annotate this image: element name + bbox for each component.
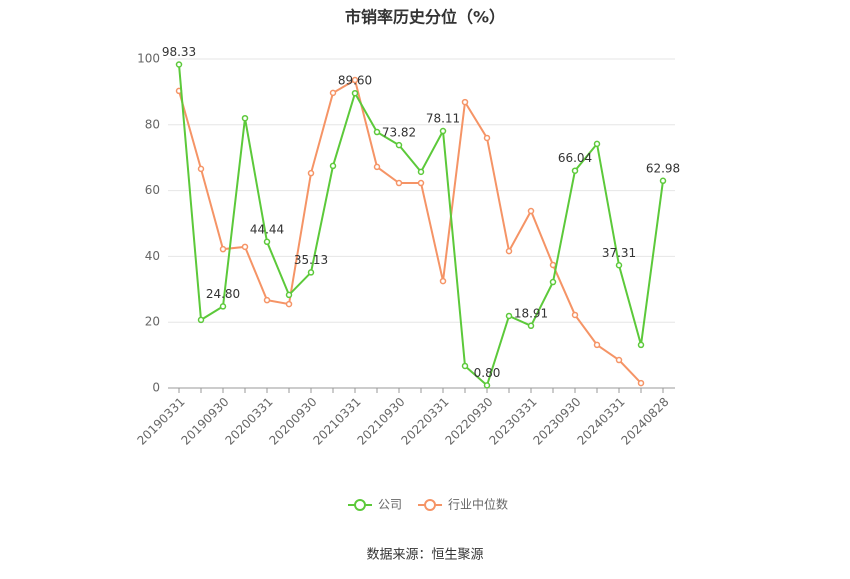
- legend-marker: [424, 499, 437, 511]
- data-point: [505, 312, 513, 320]
- data-point: [351, 76, 359, 84]
- data-point: [197, 165, 205, 173]
- data-label: 98.33: [162, 45, 196, 59]
- y-tick-label: 0: [152, 381, 160, 395]
- y-tick-label: 80: [145, 117, 160, 131]
- chart-title: 市销率历史分位（%）: [345, 8, 505, 27]
- data-point: [439, 277, 447, 285]
- data-point: [505, 247, 513, 255]
- data-point: [571, 311, 579, 319]
- data-label: 35.13: [294, 253, 328, 267]
- data-point: [351, 89, 359, 97]
- data-point: [615, 356, 623, 364]
- data-label: 44.44: [250, 222, 284, 236]
- y-tick-label: 100: [137, 52, 160, 66]
- legend-marker: [354, 499, 366, 511]
- data-point: [637, 341, 645, 349]
- data-point: [219, 245, 227, 253]
- data-point: [637, 379, 645, 387]
- data-label: 0.80: [474, 366, 501, 380]
- data-point: [373, 163, 381, 171]
- data-point: [219, 303, 227, 310]
- data-point: [307, 169, 315, 177]
- data-point: [549, 278, 557, 286]
- data-point: [329, 89, 337, 97]
- legend-label: 公司: [378, 498, 402, 512]
- data-point: [307, 269, 315, 276]
- data-point: [483, 134, 491, 142]
- data-point: [197, 316, 205, 324]
- data-point: [241, 243, 249, 251]
- data-label: 24.80: [206, 287, 240, 301]
- data-point: [527, 207, 535, 215]
- data-label: 78.11: [426, 112, 460, 126]
- data-point: [593, 341, 601, 349]
- data-point: [285, 300, 293, 308]
- data-point: [175, 61, 183, 68]
- data-point: [263, 238, 271, 246]
- data-label: 18.91: [514, 306, 548, 320]
- data-point: [571, 167, 579, 174]
- source-note: 数据来源：恒生聚源: [366, 548, 483, 563]
- data-label: 62.98: [646, 161, 680, 175]
- data-point: [461, 98, 469, 106]
- y-tick-label: 40: [145, 249, 160, 263]
- data-point: [395, 179, 403, 187]
- data-label: 37.31: [602, 246, 636, 260]
- data-point: [549, 261, 557, 269]
- data-point: [527, 322, 535, 330]
- data-point: [461, 362, 469, 370]
- data-point: [439, 127, 447, 135]
- data-point: [395, 141, 403, 149]
- y-tick-label: 60: [145, 183, 160, 197]
- data-point: [417, 179, 425, 187]
- legend-label: 行业中位数: [448, 497, 508, 512]
- x-tick-label: 20240828: [619, 395, 672, 448]
- data-point: [417, 168, 425, 176]
- data-label: 89.60: [338, 74, 372, 88]
- data-point: [263, 296, 271, 304]
- data-point: [659, 177, 667, 185]
- data-point: [483, 382, 491, 389]
- series-line: [178, 78, 642, 384]
- data-label: 73.82: [382, 126, 416, 140]
- data-point: [285, 291, 293, 299]
- data-point: [373, 128, 381, 136]
- data-point: [241, 114, 249, 122]
- data-point: [615, 262, 623, 269]
- data-point: [329, 162, 337, 170]
- y-tick-label: 20: [145, 315, 160, 329]
- data-point: [593, 140, 601, 148]
- data-label: 66.04: [558, 151, 592, 165]
